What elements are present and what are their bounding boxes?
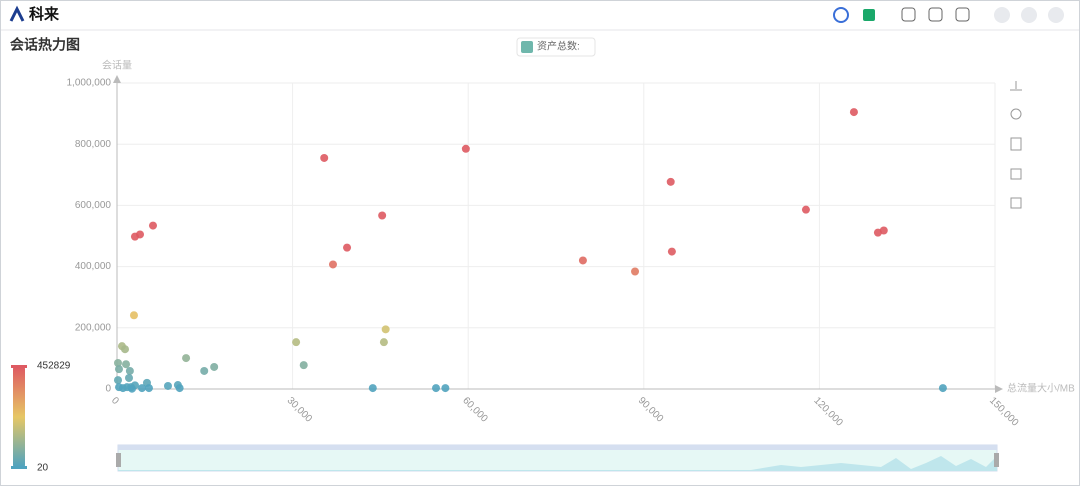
logo-text: 科来 [29,5,60,23]
y-tick-label: 1,000,000 [67,78,112,89]
scatter-point [666,177,675,186]
scatter-point [292,338,301,347]
legend-swatch [521,41,533,53]
zoom-icon[interactable] [1010,168,1022,180]
save-icon[interactable] [1010,81,1022,91]
scatter-point [114,365,123,374]
zoom-reset-icon[interactable] [1010,197,1022,209]
scatter-point [137,384,146,393]
scatter-point [122,360,131,369]
y-tick-label: 200,000 [75,322,112,333]
legend-text[interactable]: 资产总数: [537,40,580,53]
scatter-point [113,358,122,367]
x-axis-arrow [995,385,1003,393]
zoom-handle-left[interactable] [116,453,121,467]
restore-button[interactable] [1021,7,1037,23]
scatter-point [125,366,134,375]
y-axis-name: 会话量 [102,59,132,72]
scatter-point [144,384,153,393]
scatter-point [378,211,387,220]
scatter-point [441,384,450,393]
scatter-point [368,384,377,393]
legend-box [516,37,596,57]
scatter-point [801,205,810,214]
logo-icon [9,5,25,22]
download-button[interactable] [901,7,916,22]
visual-map-max: 452829 [37,361,71,372]
title-bar [1,1,1079,30]
app-button[interactable] [863,9,875,21]
scatter-point [127,384,136,393]
visual-map-handle-bottom [11,466,27,469]
scatter-point [121,345,130,354]
scatter-point [938,384,947,393]
right-toolbox [1010,81,1022,209]
scatter-point [130,232,139,241]
legend: 资产总数: [516,37,596,57]
minimize-button[interactable] [994,7,1010,23]
x-tick-label: 0 [109,395,121,407]
refresh-button[interactable] [833,7,849,23]
data-zoom [116,444,999,472]
x-tick-label: 120,000 [811,395,845,429]
zoom-handle-right[interactable] [994,453,999,467]
settings-button[interactable] [928,7,943,22]
y-tick-label: 800,000 [75,139,112,150]
scatter-point [113,376,122,385]
close-button[interactable] [1048,7,1064,23]
y-tick-label: 400,000 [75,261,112,272]
scatter-point [879,226,888,235]
panel-title: 会话热力图 [10,37,80,53]
scatter-point [631,267,640,276]
scatter-point [163,381,172,390]
scatter-point [175,384,184,393]
visual-map-handle-top [11,365,27,368]
visual-map-bar [13,367,25,467]
x-tick-label: 150,000 [987,395,1021,429]
logout-button[interactable] [955,7,970,22]
zoom-preview [118,456,997,471]
scatter-point [667,247,676,256]
scatter-point [578,256,587,265]
x-tick-label: 30,000 [285,395,315,425]
restore-icon[interactable] [1010,108,1022,120]
scatter-point [299,361,308,370]
scatter-point [343,243,352,252]
scatter-point [129,311,138,320]
scatter-point [148,221,157,230]
scatter-point [210,362,219,371]
x-axis-name: 总流量大小/MB [1007,382,1075,395]
toolbar-icons [833,7,1064,23]
x-tick-label: 60,000 [460,395,490,425]
scatter-point [461,144,470,153]
scatter-point [182,354,191,363]
x-tick-label: 90,000 [636,395,666,425]
scatter-point [379,338,388,347]
visual-map-min: 20 [37,463,49,474]
scatter-point [432,384,441,393]
scatter-point [381,325,390,334]
data-view-icon[interactable] [1010,137,1022,151]
scatter-point [328,260,337,269]
scatter-point [849,108,858,117]
scatter-point [124,373,133,382]
scatter-point [320,153,329,162]
y-tick-label: 0 [105,384,111,395]
zoom-top [118,445,997,450]
scatter-point [200,366,209,375]
y-axis-arrow [113,75,121,83]
y-tick-label: 600,000 [75,200,112,211]
